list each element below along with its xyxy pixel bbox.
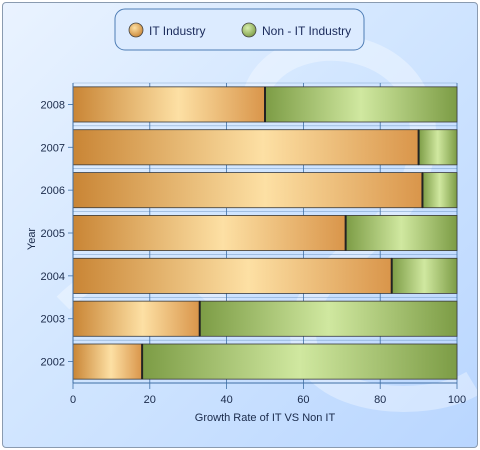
bar-non-it-industry xyxy=(199,300,458,337)
y-tick-label: 2003 xyxy=(41,314,65,326)
chart-svg: IT Industry Non - IT Industry 0 20 40 60 80 1… xyxy=(26,8,477,424)
x-tick-label: 20 xyxy=(144,394,156,406)
bars xyxy=(72,86,458,380)
y-tick-label: 2004 xyxy=(41,271,65,283)
x-tick-label: 100 xyxy=(448,394,466,406)
x-tick-label: 40 xyxy=(220,394,232,406)
bar-non-it-industry xyxy=(418,129,458,166)
bar-non-it-industry xyxy=(422,172,458,209)
bar-it-industry xyxy=(72,343,143,380)
y-tick-label: 2007 xyxy=(41,142,65,154)
bar-it-industry xyxy=(72,257,393,294)
y-tick-label: 2002 xyxy=(41,357,65,369)
bar-non-it-industry xyxy=(345,215,458,251)
bar-non-it-industry xyxy=(391,257,458,294)
legend-swatch-non-it xyxy=(241,22,257,38)
legend-label-non-it: Non - IT Industry xyxy=(262,24,351,38)
y-axis-title: Year xyxy=(26,228,38,251)
bar-it-industry xyxy=(72,86,266,123)
bar-it-industry xyxy=(72,172,423,209)
legend: IT Industry Non - IT Industry xyxy=(114,8,365,51)
y-tick-label: 2006 xyxy=(41,185,65,197)
axes: 0 20 40 60 80 100 2002 2003 2004 2005 2006 2007 2008 xyxy=(41,83,466,406)
x-tick-label: 60 xyxy=(297,394,309,406)
bar-it-industry xyxy=(72,300,201,337)
bar-it-industry xyxy=(72,215,347,251)
bar-non-it-industry xyxy=(264,86,458,123)
x-axis-title: Growth Rate of IT VS Non IT xyxy=(195,412,336,424)
y-tick-label: 2005 xyxy=(41,228,65,240)
x-tick-label: 0 xyxy=(70,394,76,406)
bar-it-industry xyxy=(72,129,420,166)
legend-box xyxy=(114,8,365,51)
bar-non-it-industry xyxy=(141,343,458,380)
x-tick-label: 80 xyxy=(374,394,386,406)
y-tick-label: 2008 xyxy=(41,99,65,111)
legend-swatch-it xyxy=(128,22,144,38)
legend-label-it: IT Industry xyxy=(149,24,205,38)
